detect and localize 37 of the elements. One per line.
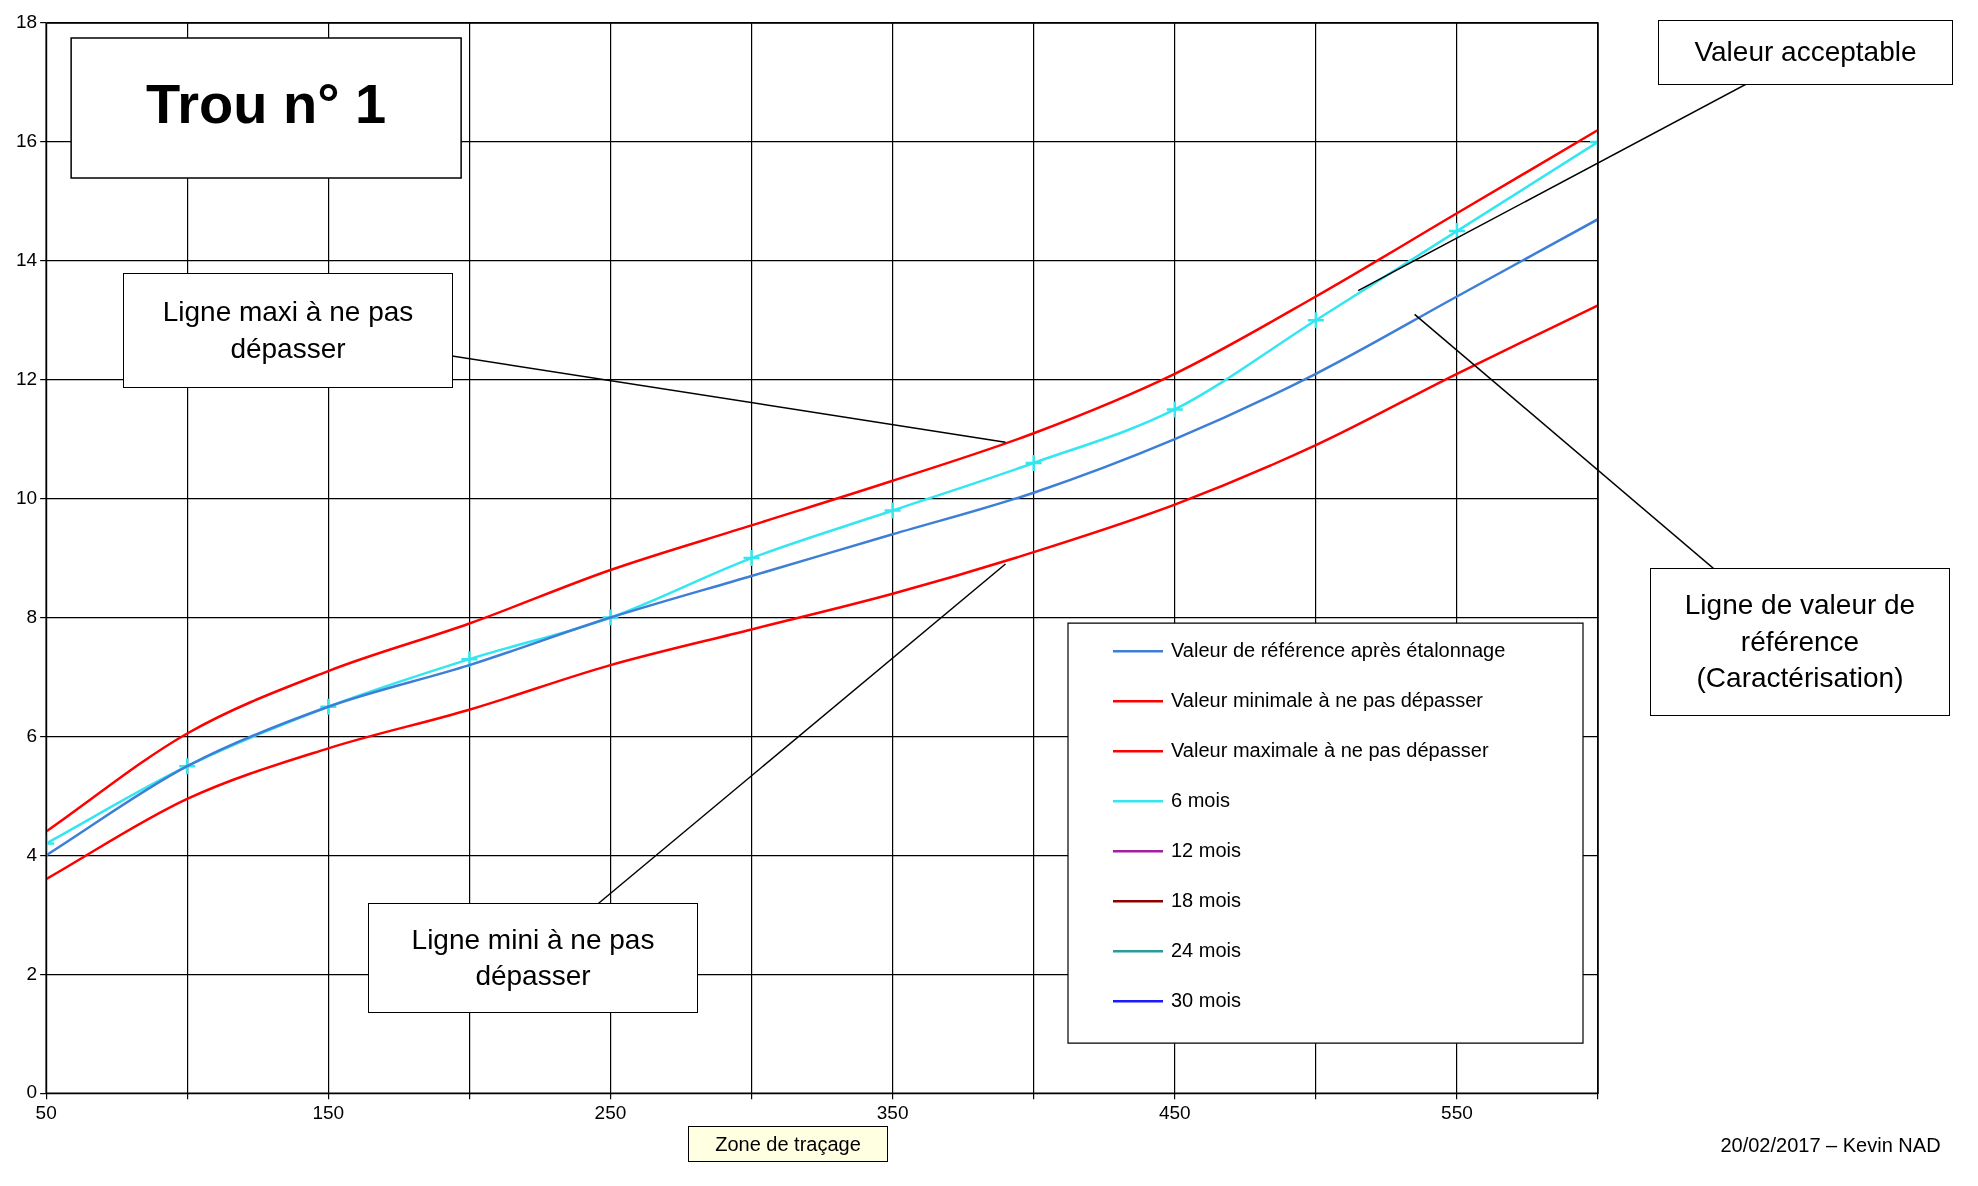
point bbox=[1165, 400, 1185, 419]
x-tick-label: 250 bbox=[594, 1101, 627, 1123]
y-tick-label: 16 bbox=[15, 130, 38, 152]
legend-label: 24 mois bbox=[1171, 938, 1242, 961]
legend-label: Valeur de référence après étalonnage bbox=[1171, 638, 1506, 661]
y-tick-label: 8 bbox=[26, 605, 38, 627]
point bbox=[1306, 311, 1326, 330]
x-tick-label: 150 bbox=[312, 1101, 345, 1123]
x-tick-label: 550 bbox=[1441, 1101, 1473, 1123]
point bbox=[742, 548, 761, 568]
annotation: Valeur acceptable bbox=[1694, 35, 1917, 70]
y-tick-label: 6 bbox=[26, 724, 38, 746]
x-tick-label: 450 bbox=[1158, 1101, 1191, 1123]
text: Trou n° 1 bbox=[146, 72, 387, 136]
y-tick-label: 14 bbox=[15, 249, 38, 271]
y-tick-label: 2 bbox=[26, 962, 38, 984]
point bbox=[1024, 453, 1043, 473]
x-tick-label: 50 bbox=[35, 1101, 57, 1123]
y-tick-label: 10 bbox=[15, 486, 38, 508]
text: 20/02/2017 – Kevin NAD bbox=[1720, 1133, 1941, 1158]
legend-label: 6 mois bbox=[1171, 788, 1230, 811]
legend-label: 18 mois bbox=[1171, 888, 1242, 911]
y-tick-label: 12 bbox=[15, 367, 38, 389]
point bbox=[460, 649, 479, 669]
y-tick-label: 0 bbox=[26, 1081, 38, 1103]
annotation: Ligne maxi à ne pas dépasser bbox=[161, 295, 415, 366]
annotation: Ligne de valeur de référence (Caractérisation) bbox=[1683, 588, 1917, 696]
point bbox=[883, 501, 902, 520]
x-tick-label: 350 bbox=[876, 1101, 909, 1123]
legend-label: Valeur minimale à ne pas dépasser bbox=[1171, 688, 1484, 711]
y-tick-label: 4 bbox=[26, 843, 38, 865]
legend-label: 12 mois bbox=[1171, 838, 1242, 861]
y-tick-label: 18 bbox=[15, 11, 38, 33]
legend-label: 30 mois bbox=[1171, 988, 1242, 1011]
annotation: Ligne mini à ne pas dépasser bbox=[410, 922, 656, 993]
legend-label: Valeur maximale à ne pas dépasser bbox=[1171, 738, 1489, 761]
text: Zone de traçage bbox=[715, 1132, 861, 1157]
